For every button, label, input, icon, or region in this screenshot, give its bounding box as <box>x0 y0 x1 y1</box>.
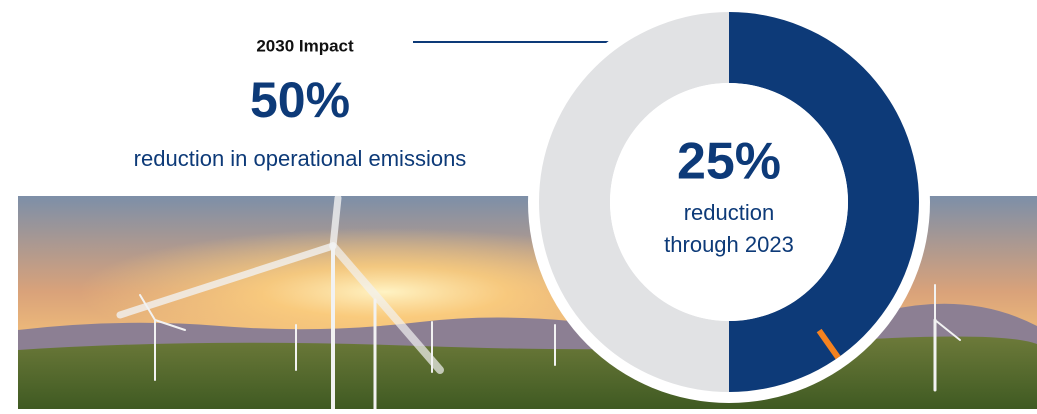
progress-caption: through 2023 <box>664 232 794 257</box>
target-caption: reduction in operational emissions <box>134 146 467 171</box>
donut <box>528 1 930 403</box>
progress-marker <box>816 328 841 360</box>
donut-segment <box>729 12 919 392</box>
progress-caption: reduction <box>684 200 775 225</box>
target-value: 50% <box>250 72 350 128</box>
donut-hole <box>610 83 848 321</box>
donut-center: 25% reduction through 2023 <box>664 133 794 257</box>
progress-value: 25% <box>677 133 781 191</box>
callout-heading: 2030 Impact <box>256 36 354 55</box>
